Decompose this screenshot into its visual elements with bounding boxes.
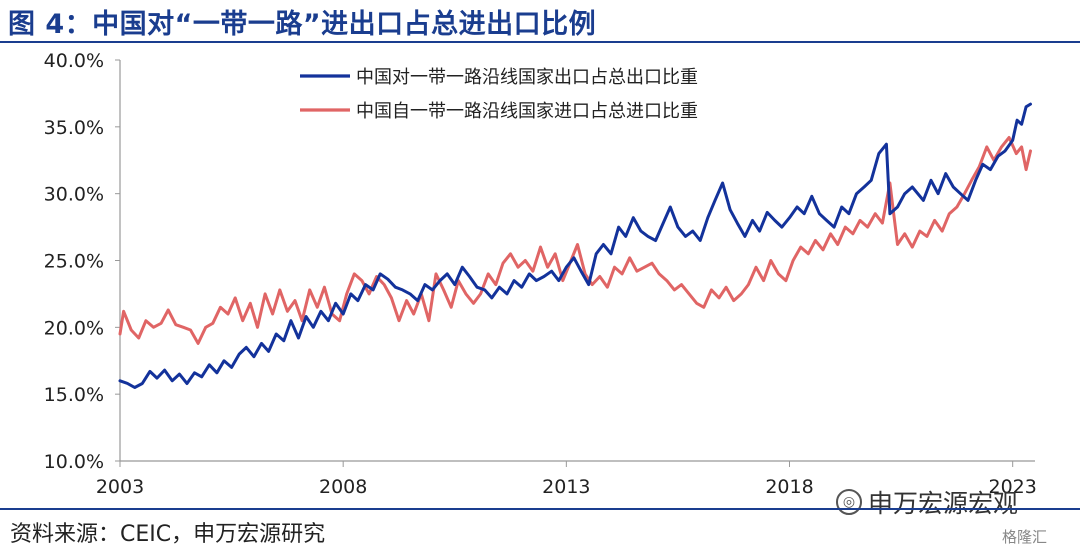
- watermark-brand: 申万宏源宏观: [868, 489, 1019, 518]
- bottom-rule: [0, 508, 1080, 510]
- x-tick-label: 2013: [542, 476, 590, 498]
- source-note: 资料来源：CEIC，申万宏源研究: [10, 522, 326, 547]
- series-line-import: [118, 136, 1032, 345]
- x-tick-label: 2018: [765, 476, 813, 498]
- series-line-export: [118, 102, 1032, 389]
- x-tick-label: 2023: [989, 476, 1037, 498]
- legend-label: 中国对一带一路沿线国家出口占总出口比重: [356, 67, 698, 88]
- y-tick-label: 20.0%: [44, 317, 104, 339]
- legend-label: 中国自一带一路沿线国家进口占总进口比重: [356, 101, 698, 122]
- wechat-icon: ◎: [836, 489, 862, 515]
- x-tick-label: 2003: [96, 476, 144, 498]
- watermark: ◎ 申万宏源宏观: [836, 484, 1018, 520]
- y-tick-label: 35.0%: [44, 117, 104, 139]
- y-tick-label: 10.0%: [44, 451, 104, 473]
- y-tick-label: 25.0%: [44, 251, 104, 273]
- y-tick-label: 40.0%: [44, 50, 104, 72]
- y-tick-label: 15.0%: [44, 384, 104, 406]
- title-rule: [0, 41, 1080, 43]
- y-tick-label: 30.0%: [44, 184, 104, 206]
- x-tick-label: 2008: [319, 476, 367, 498]
- watermark-secondary: 格隆汇: [1002, 528, 1048, 546]
- chart-title: 图 4：中国对“一带一路”进出口占总进出口比例: [8, 9, 597, 40]
- series-layer: [118, 102, 1032, 389]
- axes: 10.0% 15.0% 20.0% 25.0% 30.0% 35.0% 40.0% 2003 2…: [44, 50, 1037, 498]
